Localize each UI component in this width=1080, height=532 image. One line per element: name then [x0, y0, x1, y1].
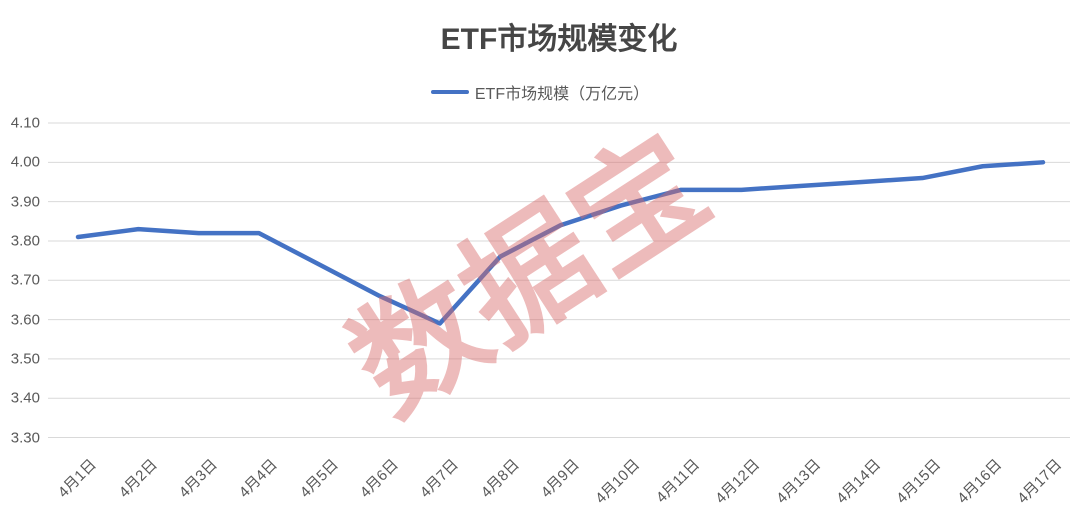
y-axis-tick-label: 4.00: [10, 153, 40, 171]
legend: ETF市场规模（万亿元）: [0, 80, 1080, 104]
y-axis-tick-label: 3.30: [10, 429, 40, 446]
etf-series-line: [75, 160, 1046, 326]
legend-label: ETF市场规模（万亿元）: [474, 86, 650, 103]
legend-line-swatch: [430, 90, 469, 94]
y-axis-tick-label: 3.40: [10, 389, 40, 407]
y-axis-tick-label: 3.70: [10, 271, 40, 289]
y-axis-tick-label: 3.60: [10, 311, 40, 329]
y-axis-tick-label: 3.50: [10, 350, 40, 368]
y-axis-tick-label: 4.10: [10, 114, 40, 132]
y-axis-tick-label: 3.80: [10, 232, 40, 250]
y-axis-tick-label: 3.90: [10, 193, 40, 211]
chart-title: ETF市场规模变化: [440, 23, 678, 56]
